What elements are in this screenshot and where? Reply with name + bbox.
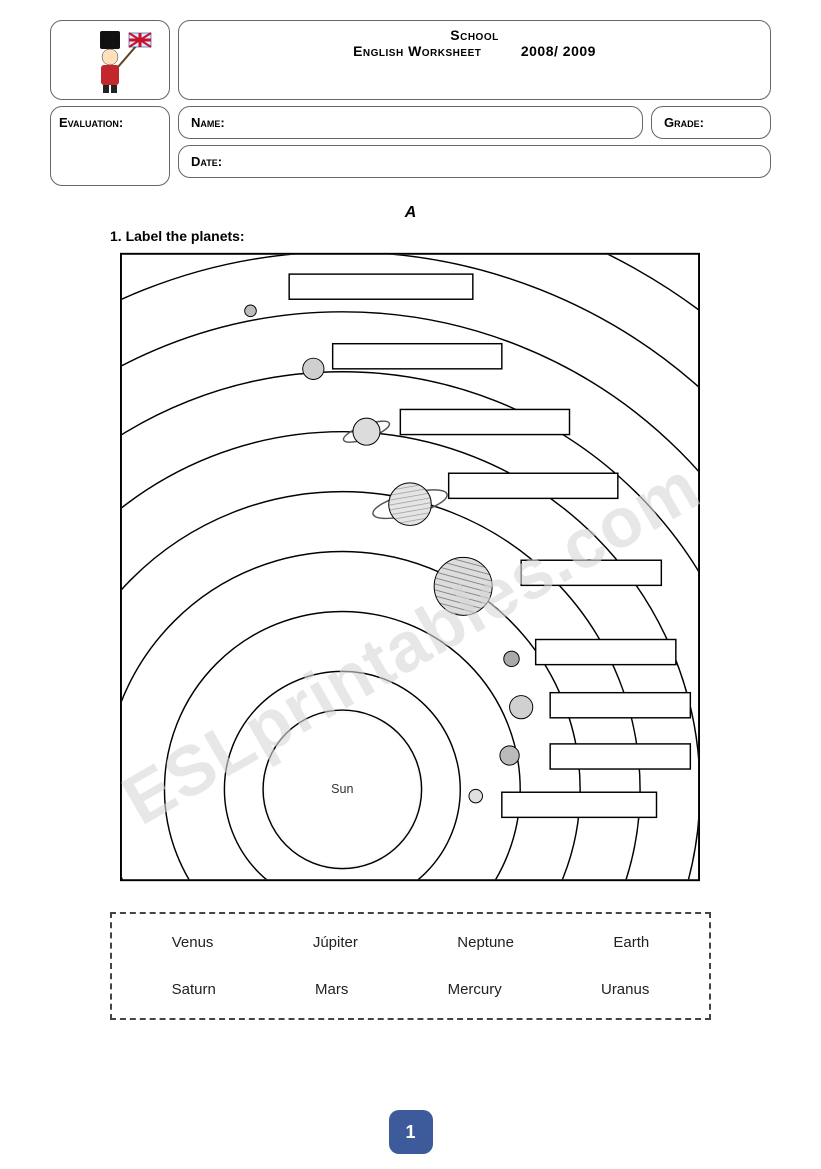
planet-neptune	[303, 358, 324, 379]
label-box-pluto[interactable]	[289, 274, 473, 299]
grade-box[interactable]: Grade:	[651, 106, 771, 139]
guard-icon	[65, 27, 155, 93]
logo-box	[50, 20, 170, 100]
label-box-saturn[interactable]	[449, 473, 618, 498]
planet-uranus	[353, 418, 380, 445]
word-neptune: Neptune	[457, 934, 514, 951]
planet-pluto	[245, 305, 257, 317]
grade-label: Grade:	[664, 115, 704, 130]
title-box: School English Worksheet 2008/ 2009	[178, 20, 771, 100]
worksheet-row: English Worksheet 2008/ 2009	[191, 43, 758, 59]
evaluation-label: Evaluation:	[59, 115, 123, 130]
solar-system-svg: Sun	[120, 252, 700, 882]
word-jupiter: Júpiter	[313, 934, 358, 951]
word-bank-row-1: Venus Júpiter Neptune Earth	[122, 934, 699, 951]
planet-mars	[504, 651, 519, 666]
label-box-neptune[interactable]	[333, 344, 502, 369]
evaluation-box: Evaluation:	[50, 106, 170, 186]
word-uranus: Uranus	[601, 981, 649, 998]
label-box-mercury[interactable]	[502, 792, 657, 817]
name-box[interactable]: Name:	[178, 106, 643, 139]
year-label: 2008/ 2009	[521, 43, 596, 59]
planet-mercury	[469, 789, 483, 803]
instruction-text: 1. Label the planets:	[110, 228, 771, 244]
worksheet-label: English Worksheet	[353, 43, 481, 59]
label-box-venus[interactable]	[550, 744, 690, 769]
planet-jupiter	[434, 557, 492, 615]
planet-venus	[500, 746, 519, 765]
date-label: Date:	[191, 154, 222, 169]
label-box-jupiter[interactable]	[521, 560, 661, 585]
word-mercury: Mercury	[448, 981, 502, 998]
section-letter: A	[50, 204, 771, 222]
word-saturn: Saturn	[172, 981, 216, 998]
label-box-uranus[interactable]	[400, 409, 569, 434]
school-label: School	[191, 27, 758, 43]
solar-system-diagram: Sun	[120, 252, 700, 887]
word-venus: Venus	[172, 934, 214, 951]
header-row-2: Evaluation: Name: Grade: Date:	[50, 106, 771, 186]
word-bank: Venus Júpiter Neptune Earth Saturn Mars …	[110, 912, 711, 1020]
page-number: 1	[389, 1110, 433, 1154]
page: School English Worksheet 2008/ 2009 Eval…	[0, 0, 821, 1169]
date-box[interactable]: Date:	[178, 145, 771, 178]
sun-label: Sun	[331, 782, 353, 796]
word-earth: Earth	[613, 934, 649, 951]
word-bank-row-2: Saturn Mars Mercury Uranus	[122, 981, 699, 998]
header-row-1: School English Worksheet 2008/ 2009	[50, 20, 771, 100]
label-box-mars[interactable]	[536, 640, 676, 665]
planet-saturn	[389, 483, 432, 526]
name-label: Name:	[191, 115, 225, 130]
word-mars: Mars	[315, 981, 348, 998]
label-box-earth[interactable]	[550, 693, 690, 718]
fields-column: Name: Grade: Date:	[178, 106, 771, 186]
name-grade-row: Name: Grade:	[178, 106, 771, 139]
planet-earth	[510, 696, 533, 719]
